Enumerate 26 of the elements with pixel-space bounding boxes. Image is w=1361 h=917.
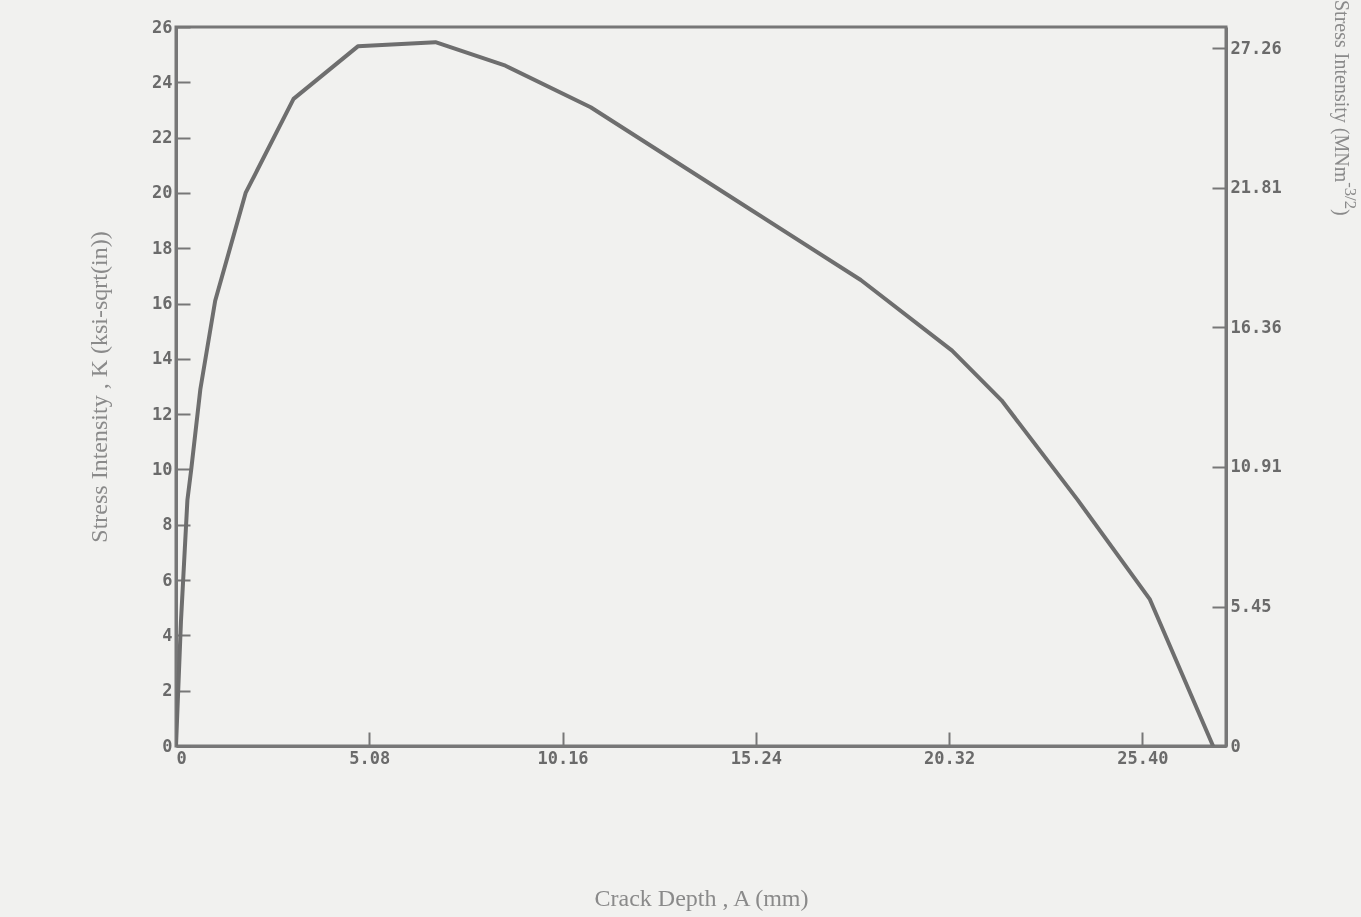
x-tick-label: 25.40 (1117, 747, 1169, 768)
x-tick-label: 10.16 (537, 747, 589, 768)
x-tick-label: 5.08 (349, 747, 391, 768)
y-tick-label: 16 (152, 293, 173, 314)
y-tick-label: 4 (162, 624, 173, 645)
y-tick-label: 24 (152, 71, 173, 92)
y-tick-label: 14 (152, 348, 173, 369)
y-tick-label: 22 (152, 127, 173, 148)
y-axis-title: Stress Intensity , K (ksi-sqrt(in)) (86, 231, 113, 543)
x-tick-label: 15.24 (730, 747, 782, 768)
y2-tick-label: 5.45 (1230, 596, 1272, 617)
y-tick-label: 10 (152, 458, 173, 479)
y2-tick-label: 10.91 (1230, 456, 1282, 477)
y2-tick-label: 16.36 (1230, 316, 1282, 337)
y-tick-label: 6 (162, 569, 173, 590)
y-tick-label: 12 (152, 403, 173, 424)
x-axis-title: Crack Depth , A (mm) (594, 884, 809, 911)
y-tick-label: 18 (152, 237, 173, 258)
y-tick-label: 8 (162, 514, 173, 535)
y-tick-label: 20 (152, 182, 173, 203)
x-tick-label: 20.32 (923, 747, 976, 768)
y-tick-label: 26 (152, 16, 173, 37)
y2-tick-label: 27.26 (1230, 37, 1282, 58)
x-tick-label: 0 (176, 747, 187, 768)
y-tick-label: 2 (162, 680, 173, 701)
y2-tick-label: 21.81 (1230, 177, 1282, 198)
